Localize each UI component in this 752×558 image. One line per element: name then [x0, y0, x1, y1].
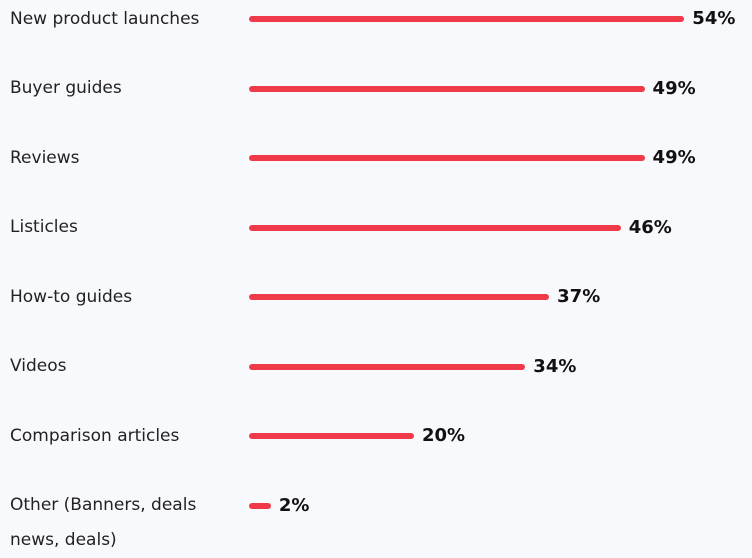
category-label: Reviews	[10, 147, 80, 168]
bar	[249, 16, 685, 22]
bar	[249, 224, 621, 231]
bar	[249, 363, 526, 370]
bar	[249, 433, 414, 439]
category-label: New product launches	[10, 8, 200, 29]
value-label: 54%	[692, 8, 736, 29]
bar	[249, 155, 645, 161]
category-label: Buyer guides	[10, 78, 122, 98]
value-label: 46%	[628, 216, 672, 238]
value-label: 2%	[278, 494, 310, 516]
category-label: Comparison articles	[10, 425, 180, 446]
value-label: 49%	[652, 147, 696, 168]
bar	[249, 502, 271, 509]
category-label: Other (Banners, deals news, deals)	[10, 495, 197, 550]
category-label: How-to guides	[10, 286, 133, 307]
category-label: Videos	[10, 356, 67, 376]
bar	[249, 294, 550, 300]
value-label: 49%	[652, 77, 696, 99]
value-label: 34%	[533, 355, 577, 377]
value-label: 20%	[422, 425, 466, 446]
bar	[249, 85, 645, 92]
category-label: Listicles	[10, 217, 78, 237]
value-label: 37%	[557, 286, 601, 307]
